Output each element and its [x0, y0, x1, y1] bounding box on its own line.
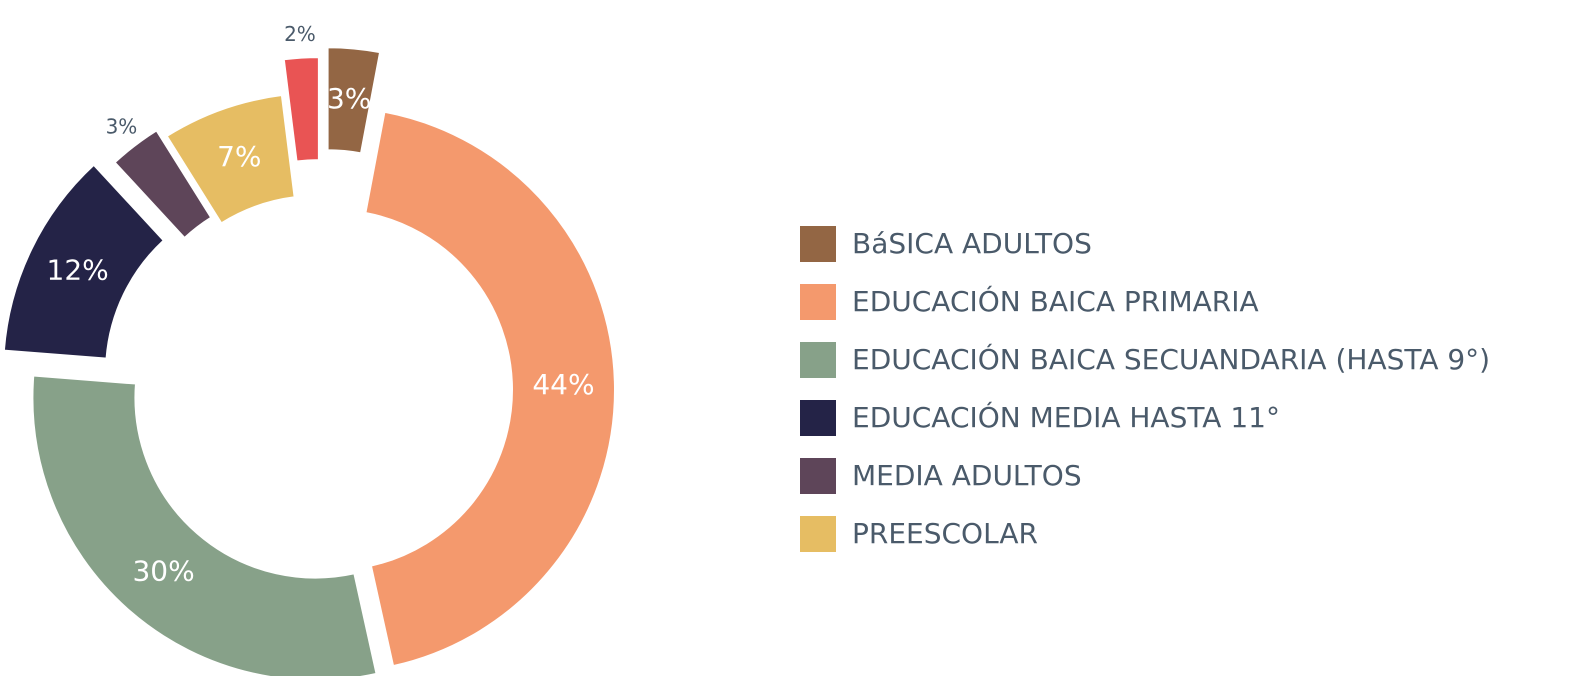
legend-label: BáSICA ADULTOS [852, 227, 1092, 260]
slice [113, 128, 213, 240]
legend-swatch [800, 284, 836, 320]
slice [31, 374, 378, 676]
slice-label: 30% [132, 554, 194, 587]
slice-label: 12% [47, 254, 109, 287]
slice [364, 110, 616, 668]
slice-label: 7% [217, 140, 261, 173]
slice [2, 163, 166, 360]
slice [282, 56, 320, 163]
slice [326, 46, 382, 155]
legend-label: PREESCOLAR [852, 517, 1038, 550]
legend-swatch [800, 342, 836, 378]
legend-label: EDUCACIÓN MEDIA HASTA 11° [852, 400, 1280, 434]
legend-label: MEDIA ADULTOS [852, 459, 1082, 492]
legend-swatch [800, 458, 836, 494]
slice-label: 2% [284, 22, 316, 46]
slice-label: 3% [327, 82, 371, 115]
legend-swatch [800, 226, 836, 262]
slice [165, 93, 296, 225]
legend-label: EDUCACIÓN BAICA PRIMARIA [852, 284, 1259, 318]
slice-label: 44% [532, 368, 594, 401]
legend-swatch [800, 400, 836, 436]
slice-label: 3% [106, 114, 138, 138]
legend-label: EDUCACIÓN BAICA SECUANDARIA (HASTA 9°) [852, 342, 1490, 376]
legend-swatch [800, 516, 836, 552]
